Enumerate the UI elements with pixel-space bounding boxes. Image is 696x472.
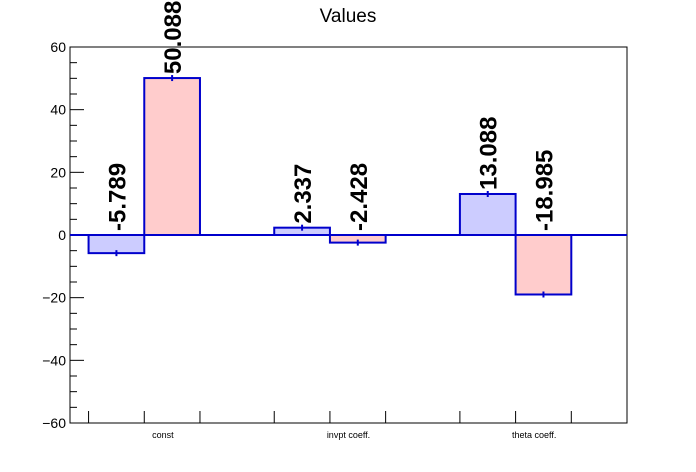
data-label: 2.337 — [290, 164, 317, 224]
chart-title: Values — [319, 6, 377, 27]
data-label: 13.088 — [476, 117, 503, 190]
y-tick-label: −20 — [42, 290, 66, 306]
y-tick-label: −60 — [42, 415, 66, 431]
bar — [458, 192, 517, 237]
bar — [143, 77, 201, 236]
x-category-label: theta coeff. — [512, 430, 556, 440]
y-tick-label: −40 — [42, 352, 66, 368]
bar — [514, 234, 573, 296]
data-label: -2.428 — [346, 163, 373, 231]
y-tick-label: 20 — [50, 164, 66, 180]
data-label: 50.088 — [160, 1, 187, 74]
y-tick-label: 60 — [50, 39, 66, 55]
x-category-label: invpt coeff. — [327, 430, 370, 440]
data-label: -5.789 — [104, 163, 131, 231]
y-tick-label: 0 — [58, 227, 66, 243]
x-category-label: const — [152, 430, 174, 440]
data-label: -18.985 — [531, 150, 558, 231]
y-tick-label: 40 — [50, 102, 66, 118]
